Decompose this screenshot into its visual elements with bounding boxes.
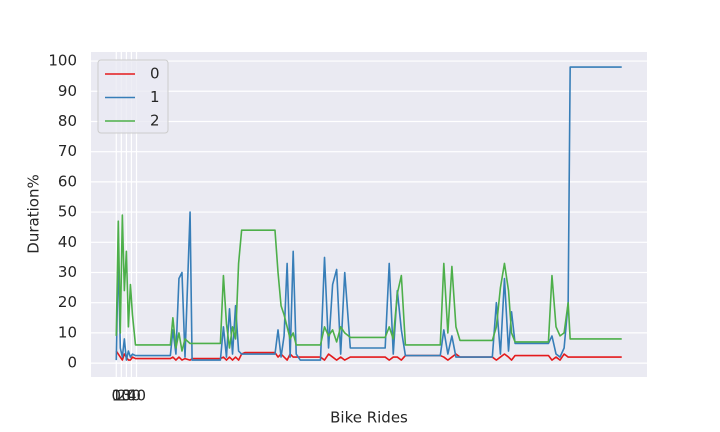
series-line xyxy=(115,214,622,352)
x-tick-label: 0 xyxy=(111,387,121,405)
y-tick-label: 60 xyxy=(58,172,77,190)
y-tick-label: 70 xyxy=(58,142,77,160)
series-line xyxy=(115,66,622,361)
y-axis-label: Duration% xyxy=(25,174,43,253)
y-tick-label: 20 xyxy=(58,293,77,311)
x-tick-label: 40 xyxy=(127,387,146,405)
y-tick-label: 90 xyxy=(58,82,77,100)
y-tick-label: 30 xyxy=(58,263,77,281)
legend-label: 0 xyxy=(150,65,160,83)
legend-label: 1 xyxy=(150,88,160,106)
y-tick-label: 10 xyxy=(58,323,77,341)
y-tick-label: 50 xyxy=(58,203,77,221)
legend-label: 2 xyxy=(150,112,160,130)
series-line xyxy=(115,350,622,361)
x-axis-label: Bike Rides xyxy=(330,409,408,427)
y-tick-label: 40 xyxy=(58,233,77,251)
x-tick-label: 10 xyxy=(112,387,131,405)
x-tick-label: 20 xyxy=(117,387,136,405)
y-tick-label: 100 xyxy=(48,52,77,70)
legend-box xyxy=(97,59,169,134)
y-tick-label: 80 xyxy=(58,112,77,130)
y-tick-label: 0 xyxy=(67,354,77,372)
x-tick-label: 30 xyxy=(122,387,141,405)
